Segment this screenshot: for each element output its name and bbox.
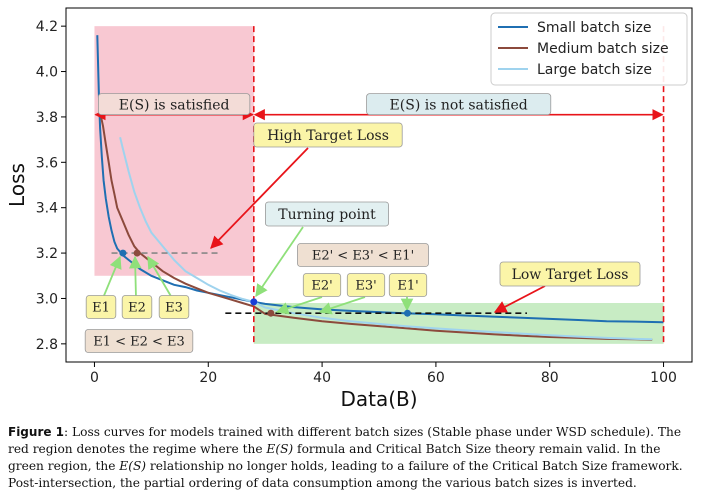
high-target-label-box [253,122,403,148]
caption-line1: Loss curves for models trained with diff… [72,425,682,439]
e3p-arrow [318,296,366,315]
x-tick-label: 20 [199,370,217,386]
e2p-label-box [302,273,342,297]
regime-label-box [366,93,552,116]
legend-entry: Medium batch size [537,41,669,57]
x-tick-label: 100 [650,370,677,386]
e3p-label-box [346,273,386,297]
y-tick-label: 3.4 [36,201,58,217]
regime-label-not-satisfied: E(S) is not satisfied [390,98,528,114]
e-prime-order-label-box [297,243,429,267]
loss-curve-chart: 0 20 40 60 80 100 2.8 3.0 3.2 3.4 3.6 3.8 4.0 4.2 Data… [5,7,693,411]
caption-line2b: formula and Critical Batch Size theory r… [293,442,661,456]
caption-es-1: E(S) [266,442,294,456]
turning-point-label: Turning point [278,207,376,223]
turning-point-arrow [255,226,304,298]
y-axis-label: Loss [5,163,29,207]
series-line-large [119,137,653,341]
marker-point [119,249,127,257]
series-line-small [96,35,664,324]
e3-label-box [158,295,190,319]
caption-line4: Post-intersection, the partial ordering … [8,476,637,490]
low-target-label-box [499,261,641,287]
e2-label: E2 [128,301,146,316]
caption-line3b: relationship no longer holds, leading to… [146,459,683,473]
x-tick-label: 60 [427,370,445,386]
e3-label: E3 [165,301,183,316]
legend: Small batch size Medium batch size Large b… [490,12,688,86]
y-tick-label: 2.8 [36,337,58,353]
e-prime-order-label: E2' < E3' < E1' [312,249,414,264]
x-axis-label: Data(B) [340,387,417,411]
y-tick-label: 3.8 [36,110,58,126]
y-tick-label: 4.2 [36,19,58,35]
x-tick-label: 80 [541,370,559,386]
high-target-arrow [210,147,309,249]
e3p-label: E3' [355,279,376,294]
regime-label-box [98,93,251,116]
x-tick-label: 0 [90,370,99,386]
y-tick-label: 3.6 [36,155,58,171]
high-target-label: High Target Loss [267,128,389,144]
axes: 0 20 40 60 80 100 2.8 3.0 3.2 3.4 3.6 3.8 4.0 4.2 Data… [5,7,693,411]
e1p-label-box [388,273,428,297]
valid-regime-region [94,26,254,276]
marker-point [267,309,275,317]
e1-label: E1 [92,301,110,316]
legend-box [490,12,688,86]
marker-point [250,298,258,306]
figure-caption: Figure 1: Loss curves for models trained… [8,424,698,492]
caption-line2a: red region denotes the regime where the [8,442,267,456]
plot-frame [65,7,693,363]
low-target-label: Low Target Loss [512,267,629,283]
caption-es-2: E(S) [119,459,147,473]
caption-label: Figure 1 [8,425,65,439]
caption-line3a: green region, the [8,459,120,473]
low-target-arrow [493,285,546,313]
e2p-arrow [275,296,323,315]
e1-label-box [85,295,117,319]
series-line-medium [99,112,653,341]
marker-point [133,249,141,257]
e-order-label-box [84,329,194,353]
regime-label-satisfied: E(S) is satisfied [119,98,230,114]
legend-entry: Large batch size [537,62,652,78]
e1p-label: E1' [397,279,418,294]
y-tick-label: 3.2 [36,246,58,262]
marker-point [403,309,411,317]
e1-arrow [102,255,122,299]
e2-arrow [128,255,142,299]
x-tick-label: 40 [313,370,331,386]
turning-point-label-box [264,201,389,227]
e2-label-box [121,295,153,319]
y-tick-label: 4.0 [36,65,58,81]
e3-arrow [147,255,173,299]
legend-entry: Small batch size [537,20,651,36]
caption-sep: : [64,425,73,439]
e2p-label: E2' [311,279,332,294]
e-order-label: E1 < E2 < E3 [93,335,185,350]
y-tick-label: 3.0 [36,291,58,307]
